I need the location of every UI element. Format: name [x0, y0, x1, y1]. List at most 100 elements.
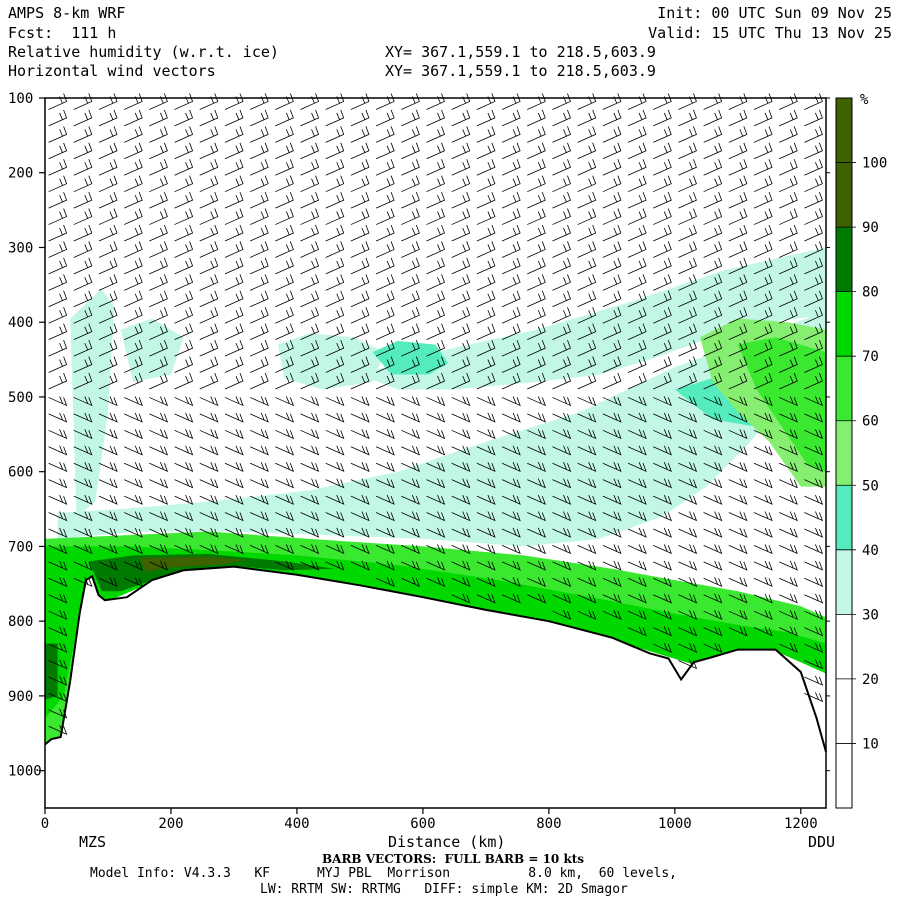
wind-barb: [224, 462, 244, 472]
wind-barb: [426, 356, 446, 373]
wind-barb: [174, 494, 194, 505]
valid-time: Valid: 15 UTC Thu 13 Nov 25: [648, 24, 892, 42]
wind-barb: [124, 511, 143, 522]
wind-barb: [627, 142, 647, 160]
wind-barb: [98, 560, 118, 571]
wind-barb: [653, 142, 672, 160]
wind-barb: [627, 511, 647, 522]
wind-barb: [350, 159, 370, 176]
wind-barb: [577, 339, 597, 357]
wind-barb: [275, 274, 294, 291]
wind-barb: [350, 109, 370, 127]
wind-barb: [728, 290, 748, 308]
wind-barb: [728, 577, 748, 588]
wind-barb: [779, 626, 798, 637]
wind-barb: [375, 224, 395, 242]
wind-barb: [501, 109, 521, 127]
wind-barb: [98, 109, 118, 127]
wind-barb: [300, 274, 320, 291]
wind-barb: [804, 339, 823, 357]
wind-barb: [275, 159, 294, 176]
wind-barb: [703, 356, 723, 373]
wind-barb: [426, 544, 446, 555]
wind-barb: [552, 290, 571, 308]
wind-barb: [224, 429, 244, 440]
wind-barb: [48, 142, 68, 160]
wind-barb: [728, 478, 748, 489]
wind-barb: [804, 478, 824, 489]
wind-barb: [552, 307, 571, 324]
wind-barb: [174, 142, 194, 160]
wind-barb: [124, 142, 143, 160]
wind-barb: [149, 307, 168, 324]
wind-barb: [325, 372, 345, 390]
wind-barb: [703, 478, 723, 489]
wind-barb: [602, 593, 622, 604]
wind-barb: [627, 372, 647, 390]
wind-barb: [627, 577, 647, 588]
wind-barb: [451, 593, 471, 604]
wind-barb: [300, 429, 320, 440]
wind-barb: [325, 307, 345, 324]
wind-barb: [48, 494, 68, 505]
x-tick-label: 1200: [784, 816, 818, 832]
wind-barb: [375, 323, 395, 341]
wind-barb: [804, 208, 823, 225]
wind-barb: [476, 208, 496, 225]
wind-barb: [678, 478, 698, 489]
wind-barb: [350, 372, 370, 390]
wind-barb: [98, 323, 118, 341]
wind-barb: [350, 126, 370, 143]
wind-barb: [804, 511, 824, 522]
wind-barb: [48, 323, 68, 341]
wind-barb: [451, 412, 471, 423]
wind-barb: [728, 372, 748, 390]
wind-barb: [174, 527, 194, 538]
wind-barb: [577, 412, 597, 423]
wind-barb: [653, 290, 672, 308]
wind-barb: [451, 494, 471, 505]
wind-barb: [375, 372, 395, 390]
wind-barb: [753, 109, 773, 127]
wind-barb: [501, 290, 521, 308]
wind-barb: [426, 241, 446, 258]
wind-barb: [325, 478, 345, 489]
wind-barb: [375, 429, 395, 440]
wind-barb: [48, 577, 68, 588]
wind-barb: [199, 109, 219, 127]
wind-barb: [804, 412, 824, 423]
wind-barb: [149, 494, 169, 505]
wind-barb: [602, 191, 622, 209]
wind-barb: [678, 356, 697, 373]
wind-barb: [249, 191, 269, 209]
wind-barb: [174, 462, 194, 472]
wind-barb: [124, 372, 143, 390]
wind-barb: [300, 191, 320, 209]
wind-barb: [300, 257, 320, 275]
wind-barb: [300, 241, 320, 258]
wind-barb: [300, 142, 320, 160]
wind-barb: [325, 274, 345, 291]
wind-barb: [703, 429, 723, 440]
wind-barb: [73, 257, 93, 275]
wind-barb: [174, 412, 194, 423]
wind-barb: [779, 257, 798, 275]
x-tick-label: 400: [284, 816, 309, 832]
colorbar-segment: [836, 549, 852, 615]
wind-barb: [527, 544, 546, 555]
wind-barb: [224, 478, 244, 489]
wind-barb: [728, 307, 748, 324]
wind-barb: [275, 257, 294, 275]
wind-barb: [249, 290, 269, 308]
colorbar-unit: %: [860, 92, 869, 108]
wind-barb: [703, 396, 723, 407]
wind-barb: [249, 241, 269, 258]
wind-barb: [48, 692, 68, 703]
colorbar-segment: [836, 162, 852, 228]
barb-legend-note: BARB VECTORS: FULL BARB = 10 kts: [322, 852, 585, 866]
wind-barb: [602, 109, 622, 127]
wind-barb: [249, 159, 269, 176]
wind-barb: [703, 642, 723, 653]
wind-barb: [98, 356, 118, 373]
wind-barb: [249, 208, 269, 225]
